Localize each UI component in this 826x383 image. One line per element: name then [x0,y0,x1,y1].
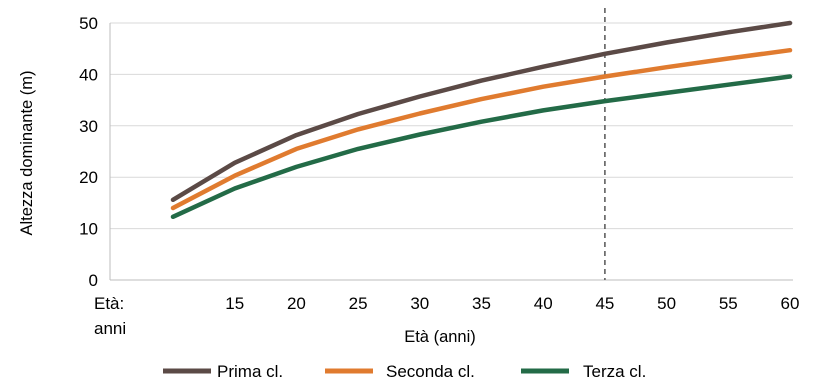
legend-label-2: Seconda cl. [386,362,475,381]
tick-labels: 0 10 20 30 40 50 15 20 25 30 35 40 45 50 55 60 [79,14,799,313]
x-tick-label: 45 [595,294,614,313]
x-axis-title: Età (anni) [404,328,476,346]
series-line-2 [170,47,793,211]
legend-label-3: Terza cl. [583,362,646,381]
series-line-1 [170,20,793,203]
y-tick-label: 0 [89,271,98,290]
y-tick-label: 40 [79,65,98,84]
y-tick-label: 10 [79,220,98,239]
legend-label-1: Prima cl. [217,362,283,381]
x-tick-label: 35 [472,294,491,313]
y-tick-label: 30 [79,117,98,136]
legend: Prima cl. Seconda cl. Terza cl. [163,362,646,381]
y-tick-label: 20 [79,168,98,187]
y-axis-title: Altezza dominante (m) [18,70,36,235]
x-tick-label: 30 [410,294,429,313]
x-tick-label: 60 [781,294,800,313]
corner-label-eta: Età: [94,294,124,313]
series-line-3 [170,74,793,220]
x-tick-label: 40 [534,294,553,313]
series [170,20,793,220]
corner-label-anni: anni [94,319,126,338]
x-tick-label: 15 [225,294,244,313]
x-tick-label: 20 [287,294,306,313]
x-tick-label: 50 [657,294,676,313]
x-tick-label: 55 [719,294,738,313]
axes [109,8,793,281]
x-tick-label: 25 [349,294,368,313]
y-tick-label: 50 [79,14,98,33]
